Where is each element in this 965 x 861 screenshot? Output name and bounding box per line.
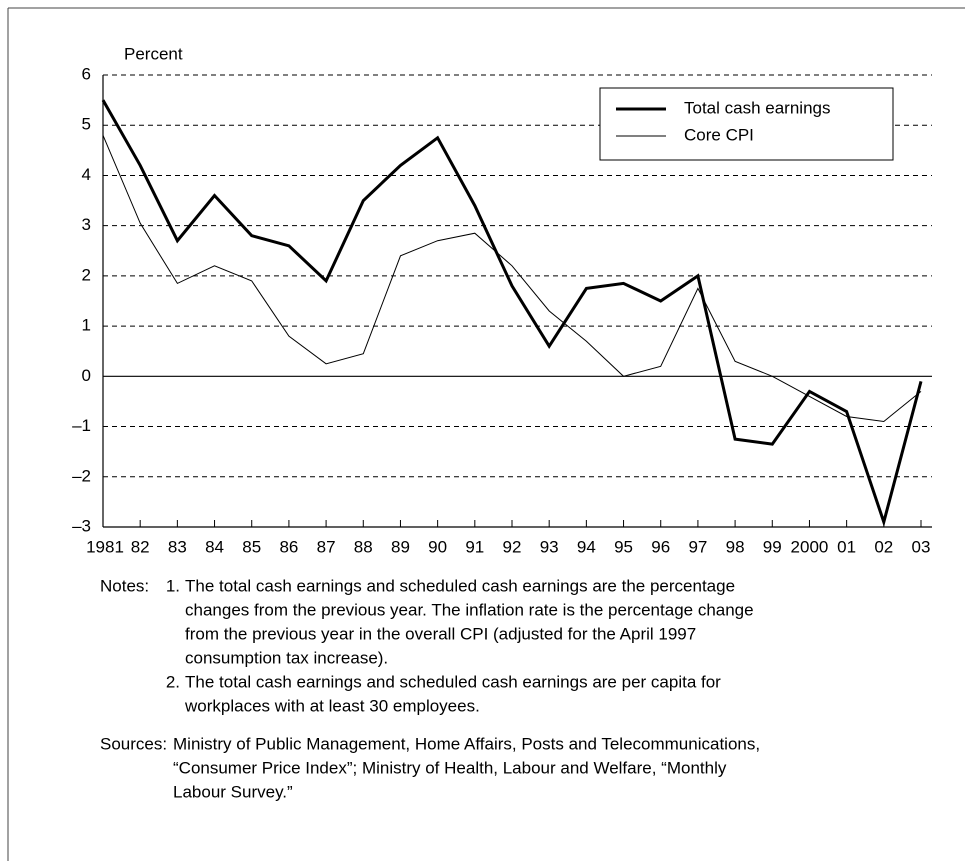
x-tick-label: 03 bbox=[912, 537, 931, 556]
sources-label: Sources: bbox=[100, 734, 167, 753]
x-tick-label: 91 bbox=[465, 537, 484, 556]
x-tick-label: 92 bbox=[503, 537, 522, 556]
y-tick-label: 6 bbox=[82, 64, 91, 83]
x-tick-label: 99 bbox=[763, 537, 782, 556]
note-text: changes from the previous year. The infl… bbox=[185, 600, 754, 619]
x-tick-label: 84 bbox=[205, 537, 224, 556]
y-tick-label: –3 bbox=[72, 516, 91, 535]
y-tick-label: 5 bbox=[82, 115, 91, 134]
data-line bbox=[101, 99, 923, 528]
x-tick-label: 94 bbox=[577, 537, 596, 556]
sources-text: “Consumer Price Index”; Ministry of Heal… bbox=[173, 758, 727, 777]
x-tick-label: 02 bbox=[874, 537, 893, 556]
note-text: The total cash earnings and scheduled ca… bbox=[185, 576, 735, 595]
note-number: 1. bbox=[166, 576, 180, 595]
x-tick-label: 82 bbox=[131, 537, 150, 556]
sources-text: Labour Survey.” bbox=[173, 782, 293, 801]
legend-box bbox=[599, 87, 894, 161]
x-tick-label: 97 bbox=[688, 537, 707, 556]
x-tick-label: 89 bbox=[391, 537, 410, 556]
y-tick-label: –1 bbox=[72, 416, 91, 435]
note-number: 2. bbox=[166, 672, 180, 691]
x-tick-label: 85 bbox=[242, 537, 261, 556]
data-line bbox=[102, 135, 922, 423]
x-tick-label: 2000 bbox=[791, 537, 829, 556]
note-text: The total cash earnings and scheduled ca… bbox=[185, 672, 721, 691]
x-tick-label: 83 bbox=[168, 537, 187, 556]
y-tick-label: 0 bbox=[82, 366, 91, 385]
y-tick-label: 2 bbox=[82, 265, 91, 284]
x-tick-label: 01 bbox=[837, 537, 856, 556]
note-text: workplaces with at least 30 employees. bbox=[184, 696, 480, 715]
x-tick-label: 96 bbox=[651, 537, 670, 556]
y-axis-label: Percent bbox=[124, 44, 183, 63]
x-tick-label: 86 bbox=[279, 537, 298, 556]
sources-text: Ministry of Public Management, Home Affa… bbox=[173, 734, 760, 753]
x-tick-label: 90 bbox=[428, 537, 447, 556]
x-tick-label: 98 bbox=[726, 537, 745, 556]
note-text: from the previous year in the overall CP… bbox=[185, 624, 696, 643]
x-tick-label: 88 bbox=[354, 537, 373, 556]
x-tick-label: 1981 bbox=[86, 537, 124, 556]
x-tick-label: 93 bbox=[540, 537, 559, 556]
note-text: consumption tax increase). bbox=[185, 648, 388, 667]
x-tick-label: 87 bbox=[317, 537, 336, 556]
notes-label: Notes: bbox=[100, 576, 149, 595]
legend-label: Core CPI bbox=[684, 125, 754, 144]
x-tick-label: 95 bbox=[614, 537, 633, 556]
y-tick-label: 3 bbox=[82, 215, 91, 234]
y-tick-label: –2 bbox=[72, 466, 91, 485]
y-tick-label: 4 bbox=[82, 165, 91, 184]
y-tick-label: 1 bbox=[82, 316, 91, 335]
legend-label: Total cash earnings bbox=[684, 98, 830, 117]
